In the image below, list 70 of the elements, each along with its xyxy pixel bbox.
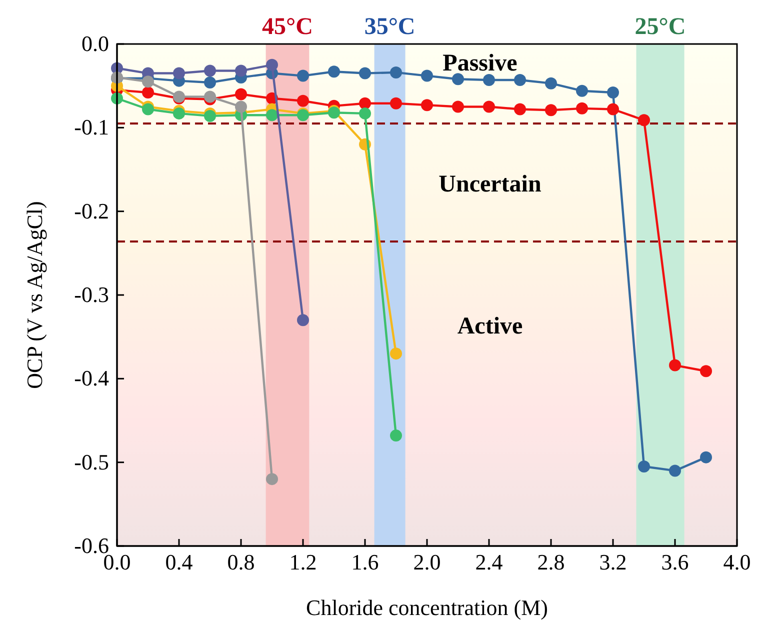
point: [576, 102, 588, 114]
point: [700, 365, 712, 378]
y-tick-label: -0.2: [74, 198, 109, 224]
point: [421, 99, 433, 112]
y-tick-label: 0.0: [82, 31, 109, 56]
point: [142, 103, 154, 116]
point: [173, 67, 185, 80]
point: [297, 314, 309, 326]
annotation: Active: [457, 314, 523, 340]
point: [297, 70, 309, 82]
x-tick-label: 1.6: [351, 550, 379, 575]
point: [514, 103, 526, 116]
point: [359, 107, 371, 120]
band-label: 45°C: [262, 14, 313, 40]
band-label: 35°C: [364, 14, 416, 40]
x-axis-title: Chloride concentration (M): [306, 595, 548, 620]
y-tick-label: -0.3: [74, 282, 109, 308]
x-tick-label: 3.2: [599, 550, 627, 575]
x-tick-label: 2.0: [413, 550, 441, 575]
point: [421, 70, 433, 82]
point: [545, 104, 557, 116]
point: [483, 74, 495, 86]
point: [390, 348, 402, 360]
x-tick-label: 3.6: [661, 550, 689, 575]
point: [483, 100, 495, 113]
point: [669, 359, 681, 372]
x-tick-label: 0.4: [165, 550, 193, 575]
point: [204, 64, 216, 77]
point: [297, 94, 309, 107]
point: [669, 464, 681, 477]
point: [142, 86, 154, 99]
point: [142, 76, 154, 88]
point: [576, 84, 588, 97]
point: [235, 64, 247, 77]
point: [607, 86, 619, 99]
point: [235, 88, 247, 100]
point: [390, 66, 402, 78]
point: [390, 97, 402, 110]
x-tick-label: 4.0: [723, 550, 751, 575]
annotation: Uncertain: [438, 172, 542, 198]
point: [359, 97, 371, 110]
point: [607, 103, 619, 116]
x-tick-label: 1.2: [289, 550, 317, 575]
point: [266, 58, 278, 71]
y-tick-label: -0.5: [74, 449, 109, 474]
y-tick-label: -0.1: [74, 114, 109, 140]
point: [514, 74, 526, 86]
point: [235, 100, 247, 113]
y-axis-title: OCP (V vs Ag/AgCl): [22, 201, 47, 389]
point: [204, 110, 216, 122]
point: [638, 114, 650, 126]
point: [204, 76, 216, 88]
point: [452, 73, 464, 86]
point: [359, 67, 371, 80]
annotation: Passive: [442, 50, 518, 77]
point: [700, 451, 712, 464]
band-label: 25°C: [634, 14, 686, 40]
x-tick-label: 2.8: [537, 550, 565, 575]
point: [328, 66, 340, 78]
point: [638, 460, 650, 473]
point: [545, 77, 557, 90]
y-tick-label: -0.4: [74, 366, 109, 391]
x-tick-label: 0.8: [227, 550, 255, 575]
point: [452, 100, 464, 113]
point: [266, 473, 278, 486]
point: [204, 90, 216, 103]
point: [173, 107, 185, 120]
x-tick-label: 2.4: [475, 550, 503, 575]
point: [266, 109, 278, 122]
point: [390, 430, 402, 442]
